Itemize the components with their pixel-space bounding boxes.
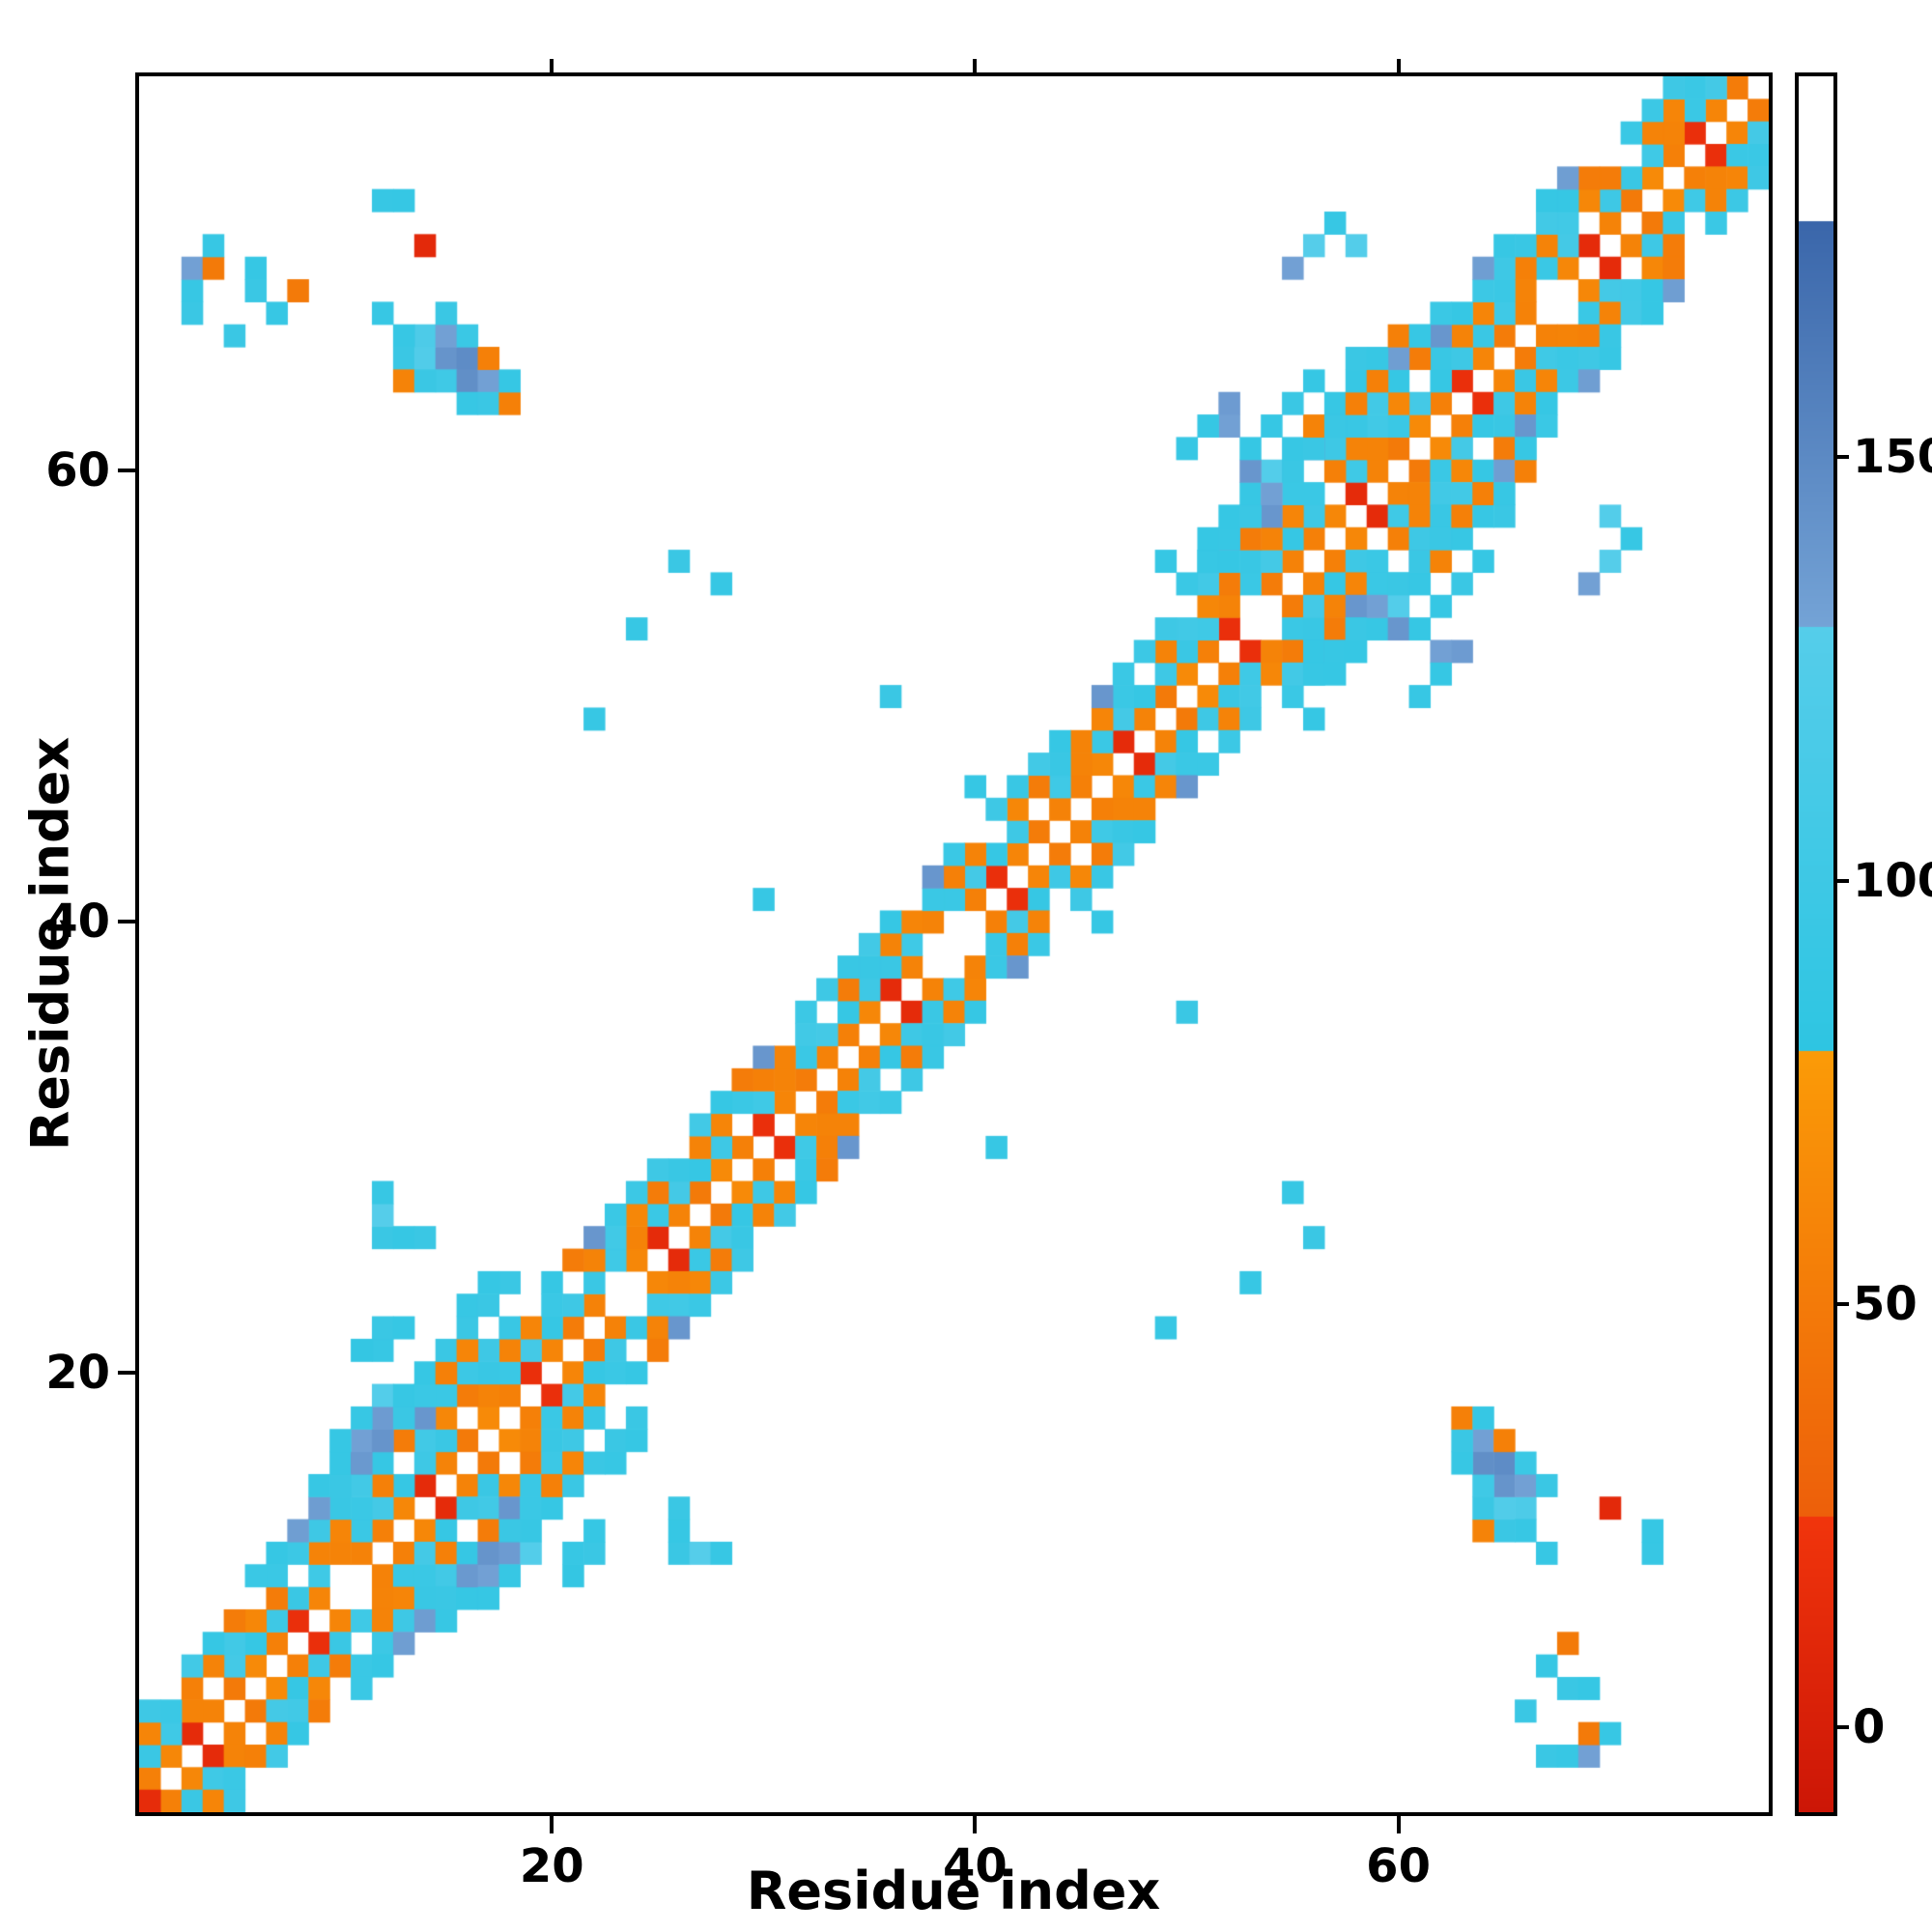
x-tick-label: 60 [1366, 1839, 1431, 1893]
x-tick-mark [973, 1816, 978, 1833]
y-tick-mark [118, 469, 135, 473]
colorbar-canvas [1799, 76, 1833, 1812]
colorbar-tick-mark [1837, 878, 1849, 883]
x-axis-title: Residue index [746, 1861, 1161, 1921]
y-tick-mark [118, 920, 135, 924]
x-tick-mark-top [973, 59, 978, 72]
x-tick-mark-top [1396, 59, 1401, 72]
colorbar-tick-label: 0 [1853, 1700, 1886, 1755]
y-tick-label: 60 [45, 443, 110, 498]
x-tick-label: 20 [519, 1839, 584, 1893]
colorbar-tick-label: 100 [1853, 853, 1932, 908]
colorbar-tick-mark [1837, 1302, 1849, 1307]
colorbar-tick-label: 50 [1853, 1277, 1918, 1332]
heatmap-canvas [139, 76, 1769, 1812]
colorbar-tick-label: 150 [1853, 430, 1932, 485]
x-tick-mark [550, 1816, 554, 1833]
y-tick-mark [118, 1370, 135, 1375]
heatmap-plot [135, 72, 1773, 1816]
x-tick-mark-top [550, 59, 554, 72]
x-tick-label: 40 [943, 1839, 1008, 1893]
colorbar-tick-mark [1837, 1725, 1849, 1730]
y-tick-label: 20 [45, 1345, 110, 1400]
colorbar-tick-mark [1837, 455, 1849, 460]
x-tick-mark [1396, 1816, 1401, 1833]
colorbar [1795, 72, 1837, 1816]
y-tick-label: 40 [45, 895, 110, 950]
